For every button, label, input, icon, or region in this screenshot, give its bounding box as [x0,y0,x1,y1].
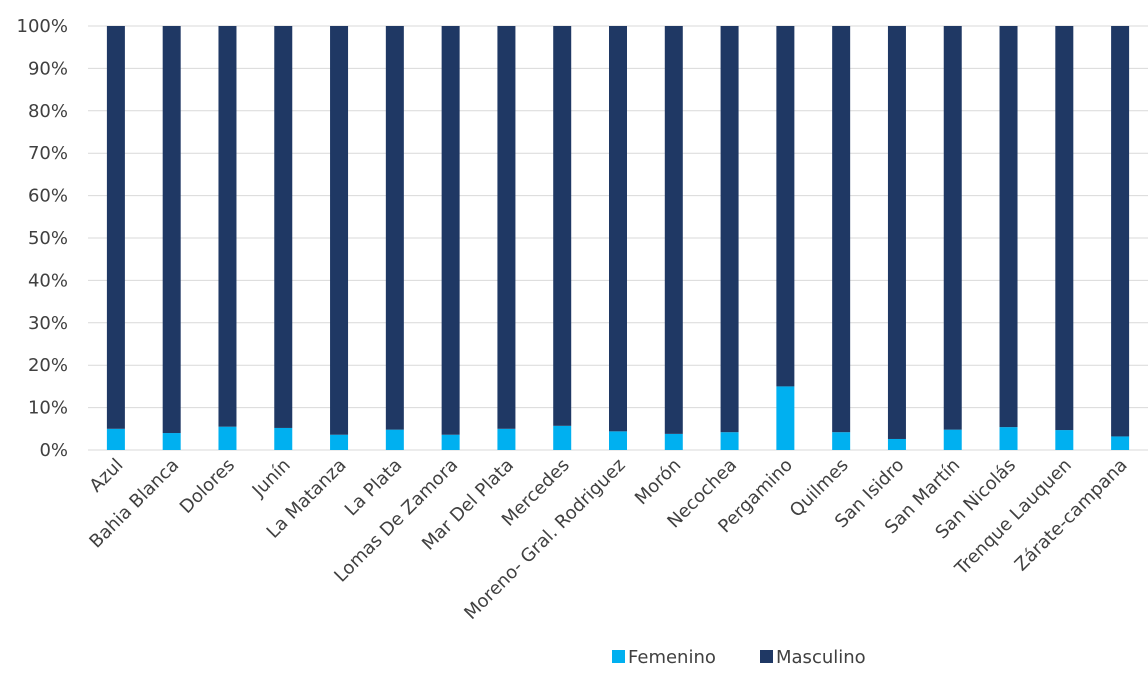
y-tick-label: 100% [17,16,68,37]
bar-masculino-10 [664,26,683,434]
bar-femenino-0 [106,428,125,450]
bar-masculino-7 [497,26,516,429]
bar-femenino-1 [162,433,181,450]
bar-femenino-12 [776,386,795,450]
bar-masculino-5 [385,26,404,430]
y-tick-label: 30% [28,313,68,334]
bar-femenino-16 [999,427,1018,450]
bar-masculino-18 [1111,26,1130,437]
y-tick-label: 70% [28,143,68,164]
bar-femenino-3 [274,427,293,450]
bar-femenino-14 [887,438,906,450]
bar-masculino-6 [441,26,460,435]
bar-femenino-17 [1055,430,1074,450]
bar-masculino-14 [887,26,906,439]
y-tick-label: 0% [39,440,68,461]
bar-masculino-0 [106,26,125,429]
bar-masculino-3 [274,26,293,428]
bar-femenino-2 [218,426,237,450]
y-tick-label: 20% [28,355,68,376]
bar-femenino-7 [497,428,516,450]
y-tick-label: 60% [28,186,68,207]
bar-femenino-9 [609,431,627,450]
bar-femenino-8 [553,425,572,450]
y-tick-label: 80% [28,101,68,122]
x-tick-label: Dolores [176,455,239,518]
bar-femenino-11 [720,432,739,450]
y-axis-ticks: 0% 10% 20% 30% 40% 50% 60% 70% 80% 90% 100% [17,16,68,461]
legend-label-femenino: Femenino [628,647,716,668]
y-tick-label: 40% [28,270,68,291]
legend: Femenino Masculino [612,647,866,668]
bar-femenino-15 [943,429,962,450]
bar-masculino-16 [999,26,1018,428]
bar-masculino-12 [776,26,795,387]
bar-masculino-13 [832,26,851,433]
x-tick-label: Junín [248,455,295,502]
bar-femenino-10 [664,433,683,450]
bars [106,26,1130,450]
bar-masculino-2 [218,26,237,427]
y-tick-label: 50% [28,228,68,249]
bar-masculino-4 [330,26,349,435]
x-tick-label: Morón [631,455,685,509]
legend-swatch-masculino [760,650,773,663]
y-tick-label: 10% [28,398,68,419]
bar-femenino-6 [441,434,460,450]
bar-masculino-8 [553,26,572,426]
bar-masculino-1 [162,26,181,434]
x-tick-label: Azul [86,455,128,497]
legend-swatch-femenino [612,650,625,663]
bar-masculino-11 [720,26,739,433]
bar-masculino-15 [943,26,962,430]
bar-masculino-9 [609,26,627,432]
bar-femenino-13 [832,432,851,450]
bar-femenino-18 [1111,436,1130,450]
y-tick-label: 90% [28,58,68,79]
bar-femenino-4 [330,434,349,450]
bar-masculino-17 [1055,26,1074,431]
legend-label-masculino: Masculino [776,647,866,668]
bar-femenino-5 [385,429,404,450]
